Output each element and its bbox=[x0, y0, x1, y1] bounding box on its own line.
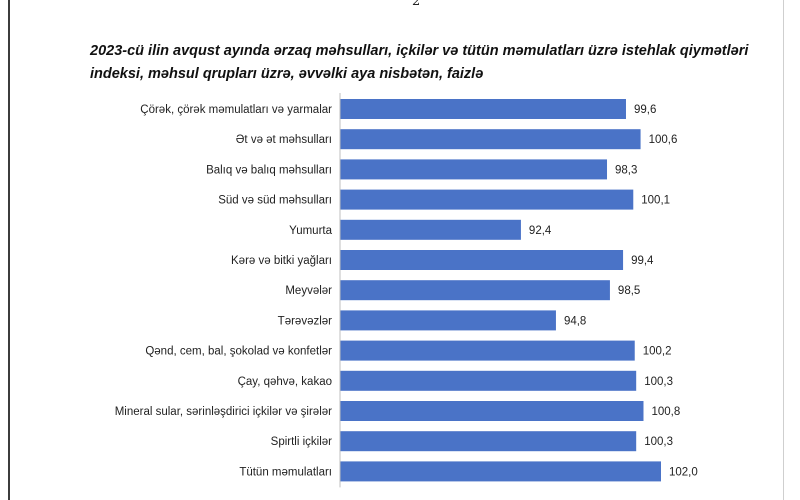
page-left-border bbox=[8, 0, 10, 500]
value-label: 100,6 bbox=[649, 134, 678, 146]
value-label: 98,3 bbox=[615, 164, 637, 176]
bar bbox=[340, 189, 634, 210]
category-label: Çörək, çörək məmulatları və yarmalar bbox=[140, 104, 332, 116]
category-label: Mineral sular, sərinləşdirici içkilər və… bbox=[115, 406, 332, 418]
bar bbox=[340, 340, 635, 361]
value-label: 92,4 bbox=[529, 225, 552, 237]
bar bbox=[340, 310, 556, 331]
category-label: Tərəvəzlər bbox=[278, 315, 332, 327]
value-label: 99,6 bbox=[634, 104, 656, 116]
bar bbox=[340, 159, 608, 180]
value-label: 94,8 bbox=[564, 315, 586, 327]
bar bbox=[340, 129, 641, 150]
value-label: 100,3 bbox=[644, 436, 673, 448]
bar bbox=[340, 250, 624, 270]
category-label: Spirtli içkilər bbox=[271, 436, 333, 448]
category-label: Ət və ət məhsulları bbox=[236, 134, 332, 146]
category-label: Tütün məmulatları bbox=[239, 466, 332, 478]
value-label: 100,3 bbox=[644, 376, 673, 388]
category-label: Qənd, cem, bal, şokolad və konfetlər bbox=[145, 346, 332, 358]
bar bbox=[340, 219, 521, 240]
bar bbox=[340, 280, 610, 301]
value-label: 100,8 bbox=[651, 406, 680, 418]
chart-title: 2023-cü ilin avqust ayında ərzaq məhsull… bbox=[90, 43, 749, 82]
category-label: Balıq və balıq məhsulları bbox=[206, 164, 332, 176]
bar bbox=[340, 370, 637, 391]
category-label: Süd və süd məhsulları bbox=[218, 195, 332, 207]
bar bbox=[340, 461, 661, 482]
page-right-border bbox=[783, 0, 784, 500]
bar bbox=[340, 401, 644, 421]
category-label: Kərə və bitki yağları bbox=[231, 255, 332, 267]
page-number: 2 bbox=[412, 0, 421, 9]
value-label: 98,5 bbox=[618, 285, 640, 297]
value-label: 99,4 bbox=[631, 255, 654, 267]
category-label: Çay, qəhvə, kakao bbox=[238, 376, 332, 388]
value-label: 102,0 bbox=[669, 466, 698, 478]
category-label: Yumurta bbox=[289, 225, 332, 237]
bar bbox=[340, 431, 637, 452]
value-label: 100,2 bbox=[643, 346, 672, 358]
value-label: 100,1 bbox=[641, 195, 670, 207]
bar bbox=[340, 99, 626, 119]
category-label: Meyvələr bbox=[285, 285, 332, 297]
